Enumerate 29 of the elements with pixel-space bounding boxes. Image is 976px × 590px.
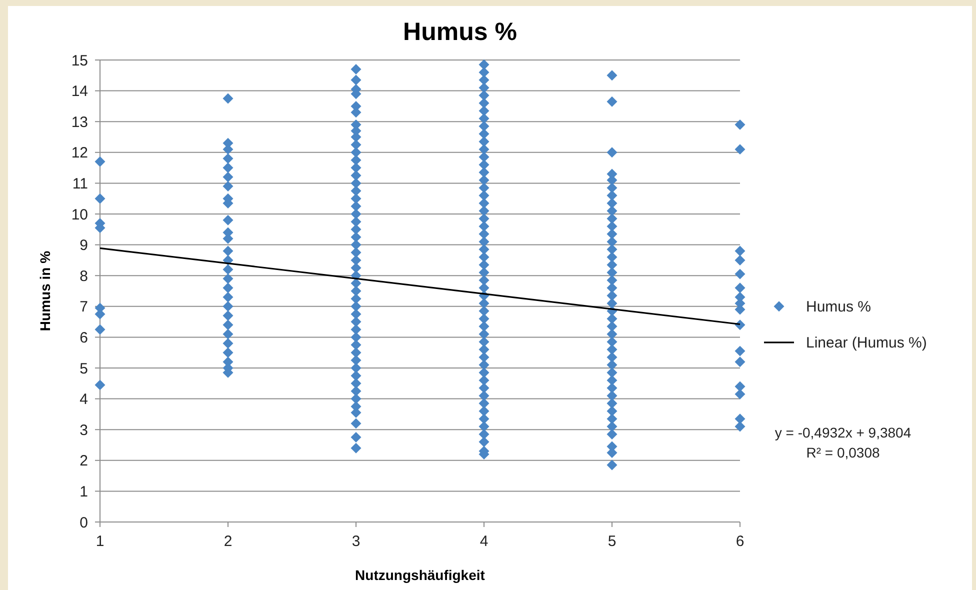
y-tick-label: 10: [71, 206, 88, 224]
y-tick-label: 1: [80, 483, 88, 500]
x-tick-label: 5: [608, 533, 616, 550]
y-tick-label: 6: [80, 329, 88, 346]
x-tick-label: 1: [96, 533, 104, 550]
y-tick-label: 11: [72, 175, 88, 192]
legend-label: Humus %: [806, 298, 872, 316]
y-tick-label: 9: [80, 237, 88, 254]
chart-title: Humus %: [403, 18, 517, 46]
x-tick-label: 4: [480, 533, 488, 550]
y-axis-title: Humus in %: [37, 250, 53, 332]
y-tick-label: 7: [80, 298, 88, 316]
y-tick-label: 2: [80, 452, 88, 470]
text: R² = 0,0308: [806, 444, 880, 461]
x-tick-label: 2: [224, 533, 232, 550]
y-tick-label: 12: [71, 144, 88, 162]
y-tick-label: 13: [71, 114, 88, 131]
x-axis-title: Nutzungshäufigkeit: [355, 567, 486, 583]
y-tick-label: 0: [80, 514, 88, 532]
y-tick-label: 5: [80, 360, 88, 378]
y-tick-label: 14: [71, 83, 88, 100]
y-tick-label: 3: [80, 422, 88, 439]
text: y = -0,4932x + 9,3804: [774, 424, 912, 441]
x-tick-label: 6: [736, 533, 744, 550]
x-tick-label: 3: [352, 533, 360, 550]
y-tick-label: 4: [80, 391, 88, 408]
y-tick-label: 8: [80, 268, 88, 285]
y-tick-label: 15: [71, 52, 88, 70]
legend-label: Linear (Humus %): [806, 334, 927, 352]
